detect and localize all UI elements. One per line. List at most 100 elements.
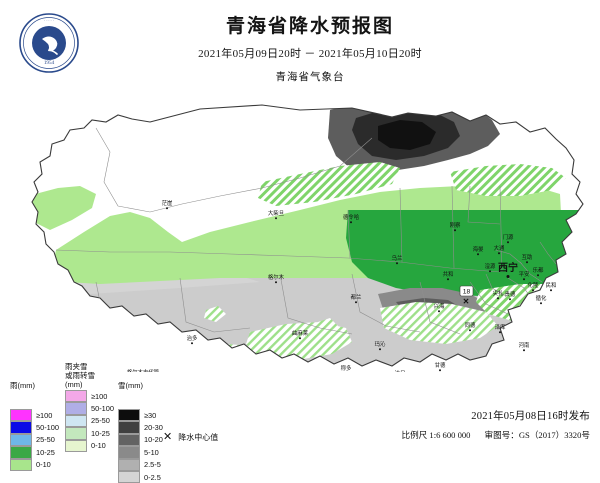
city-label: 泽库 xyxy=(495,323,506,331)
city-dot xyxy=(499,331,501,334)
legend-swatch-label: ≥30 xyxy=(144,410,157,420)
city-marker: 泽库 xyxy=(495,323,506,334)
no-precipitation-basin xyxy=(90,114,372,212)
city-label: 甘德 xyxy=(435,361,446,369)
sleet-zone-southeast xyxy=(380,302,498,344)
city-label: 玛沁 xyxy=(375,340,386,348)
city-label: 兴海 xyxy=(434,302,445,310)
city-dot xyxy=(454,229,456,232)
city-dot xyxy=(438,310,440,313)
city-marker: 贵德 xyxy=(505,290,516,301)
city-label: 平安 xyxy=(519,270,530,278)
city-label: 德令哈 xyxy=(343,213,360,221)
legend-swatch xyxy=(10,421,32,434)
legend-swatch xyxy=(118,458,140,471)
svg-text:· · · · ·: · · · · · xyxy=(44,19,53,23)
center-value-label: 降水中心值 xyxy=(178,433,219,442)
city-dot xyxy=(439,369,441,372)
city-dot xyxy=(355,301,357,304)
city-dot xyxy=(299,337,301,340)
city-marker: 格尔木 xyxy=(268,273,285,284)
logo-year: 1954 xyxy=(44,60,55,66)
legend-sleet-header-3: (mm) xyxy=(65,380,83,389)
city-label: 同德 xyxy=(465,321,476,329)
city-label: 乌兰 xyxy=(392,254,403,262)
legend-item: 25-50 xyxy=(10,433,55,447)
legend-item: 25-50 xyxy=(65,414,110,428)
city-dot xyxy=(509,298,511,301)
city-label: 大柴旦 xyxy=(268,209,285,217)
city-marker: 西宁 xyxy=(498,261,518,278)
province-border xyxy=(31,104,584,367)
city-label: 互助 xyxy=(522,253,533,261)
title-block: 青海省降水预报图 2021年05月09日20时 － 2021年05月10日20时… xyxy=(100,14,520,84)
city-marker: 兴海 xyxy=(434,302,445,313)
city-marker: 化隆 xyxy=(528,281,539,292)
legend-swatch xyxy=(118,433,140,447)
city-marker: 刚察 xyxy=(450,221,461,232)
city-label: 格尔木市代管 xyxy=(127,368,160,372)
legend-item: 2.5-5 xyxy=(118,458,161,471)
page-header: 1954 · · · · · 青海省降水预报图 2021年05月09日20时 －… xyxy=(0,0,600,86)
city-marker: 湟源 xyxy=(485,262,496,273)
x-marker-icon: ✕ xyxy=(163,431,173,443)
prefecture-borders xyxy=(55,127,557,339)
legend-swatch-label: 50-100 xyxy=(36,423,60,433)
city-label: 共和 xyxy=(443,270,454,278)
city-dot xyxy=(489,270,491,273)
map-scale: 比例尺 1:6 600 000 xyxy=(401,430,471,440)
forecast-period: 2021年05月09日20时 － 2021年05月10日20时 xyxy=(198,48,422,60)
city-label: 治多 xyxy=(187,334,198,342)
legend-item: 5-10 xyxy=(118,446,159,459)
city-label: 刚察 xyxy=(450,221,461,229)
legend-swatch xyxy=(118,409,140,422)
center-value-box xyxy=(459,285,474,297)
city-label: 贵德 xyxy=(505,290,516,298)
legend-swatch-label: 20-30 xyxy=(144,423,163,433)
page-title: 青海省降水预报图 xyxy=(225,15,394,37)
legend-snow-swatches: ≥30 20-30 10-20 5-10 2.5-5 0-2.5 xyxy=(118,409,163,483)
city-dot xyxy=(166,207,168,210)
city-label: 都兰 xyxy=(351,293,362,301)
city-dot xyxy=(537,274,539,277)
city-dot xyxy=(523,349,525,352)
city-label: 大通 xyxy=(494,244,505,252)
legend-swatch xyxy=(10,433,32,447)
city-dot xyxy=(506,275,510,278)
city-marker: 互助 xyxy=(522,253,533,264)
city-marker: 循化 xyxy=(536,294,547,305)
city-marker: 海晏 xyxy=(473,245,484,256)
legend-swatch xyxy=(10,446,32,459)
city-marker: 称多 xyxy=(341,364,352,372)
city-dot xyxy=(275,281,277,284)
city-marker: 同德 xyxy=(465,321,476,332)
issuing-agency: 青海省气象台 xyxy=(275,72,345,83)
legend-swatch-label: 0-2.5 xyxy=(144,472,161,482)
legend-rain: 雨(mm) ≥100 50-100 25-50 10-25 0-10 xyxy=(10,362,59,471)
legend-swatch xyxy=(118,470,140,483)
sleet-zone-northeast xyxy=(450,164,566,196)
legend-swatch-label: ≥100 xyxy=(91,391,108,401)
city-marker: 都兰 xyxy=(351,293,362,304)
legend-item: ≥100 xyxy=(65,390,107,403)
rain-0-10-northwest-tongue xyxy=(32,186,96,230)
legend-rain-header: 雨(mm) xyxy=(10,381,35,390)
legend-sleet-header-1: 雨夹雪 xyxy=(65,362,88,371)
city-dot xyxy=(550,289,552,292)
map-fill-layer xyxy=(32,105,583,366)
city-marker: 民和 xyxy=(546,281,556,292)
city-label: 海晏 xyxy=(473,245,484,253)
city-label: 河南 xyxy=(519,341,530,349)
legend-sleet-swatches: ≥100 50-100 25-50 10-25 0-10 xyxy=(65,390,114,452)
legend-rain-swatches: ≥100 50-100 25-50 10-25 0-10 xyxy=(10,409,59,471)
city-marker: 门源 xyxy=(503,233,514,244)
city-label: 茫崖 xyxy=(162,199,173,207)
city-marker: 平安 xyxy=(519,270,530,281)
legend-snow: 雪(mm) ≥30 20-30 10-20 5-10 2.5-5 0-2.5 xyxy=(118,362,163,483)
city-marker: 共和 xyxy=(443,270,454,281)
city-marker: 茫崖 xyxy=(162,199,173,210)
city-dot xyxy=(191,342,193,345)
city-dot xyxy=(275,217,277,220)
city-marker: 治多 xyxy=(187,334,198,345)
qinghai-meteorological-bureau-logo: 1954 · · · · · xyxy=(19,13,79,73)
